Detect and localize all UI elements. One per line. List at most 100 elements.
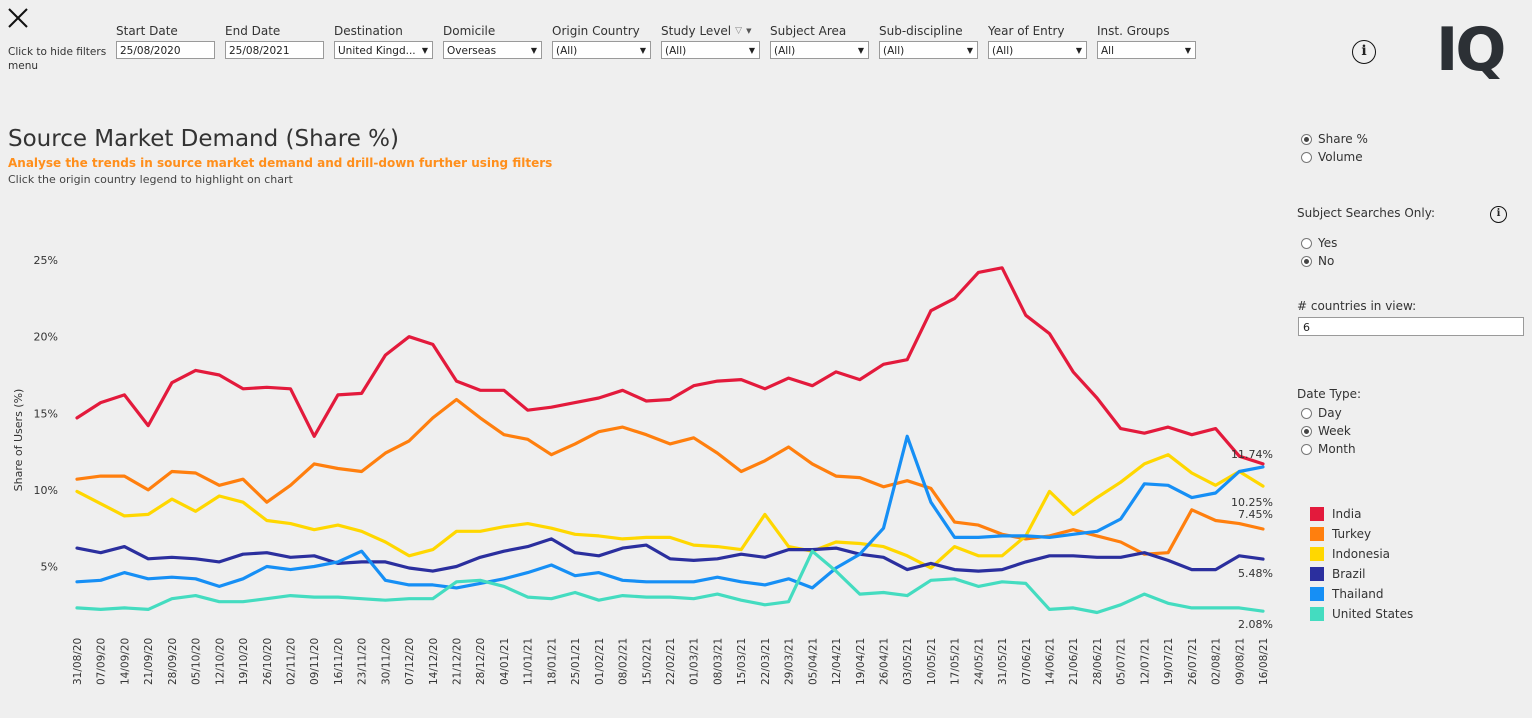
end-value-label: 7.45% — [1238, 508, 1273, 521]
series-line-india[interactable] — [75, 266, 1265, 466]
radio-day[interactable] — [1301, 407, 1312, 419]
legend-item[interactable]: United States — [1310, 607, 1413, 621]
series-line-united-states[interactable] — [75, 549, 1265, 615]
x-tick-label: 22/02/21 — [665, 638, 677, 685]
filter-origin-country: Origin Country (All) ▼ — [552, 24, 651, 59]
series-line-brazil[interactable] — [75, 537, 1265, 573]
radio-no[interactable] — [1301, 255, 1312, 267]
funnel-icon[interactable]: ▽ — [735, 26, 743, 36]
radio-week[interactable] — [1301, 425, 1312, 437]
filter-label: Start Date — [116, 24, 215, 38]
filter-subject-area: Subject Area (All) ▼ — [770, 24, 869, 59]
chevron-down-icon[interactable]: ▼ — [746, 27, 752, 35]
x-tick-label: 29/03/21 — [784, 638, 796, 685]
legend-item[interactable]: India — [1310, 507, 1361, 521]
x-tick-label: 31/08/20 — [72, 638, 84, 685]
x-tick-label: 11/01/21 — [523, 638, 535, 685]
x-tick-label: 02/08/21 — [1211, 638, 1223, 685]
series-line-turkey[interactable] — [75, 397, 1265, 556]
page-subtitle: Analyse the trends in source market dema… — [8, 156, 553, 170]
radio-volume[interactable] — [1301, 151, 1312, 163]
dropdown-arrow-icon[interactable]: ▼ — [530, 46, 537, 55]
x-tick-label: 28/09/20 — [167, 638, 179, 685]
legend-label: Turkey — [1332, 527, 1372, 541]
subject-option-no[interactable]: No — [1301, 254, 1334, 268]
countries-in-view-label: # countries in view: — [1297, 299, 1417, 313]
x-tick-label: 04/01/21 — [499, 638, 511, 685]
legend-label: United States — [1332, 607, 1414, 621]
filter-select[interactable]: (All) ▼ — [552, 41, 651, 59]
x-tick-label: 05/10/20 — [191, 638, 203, 685]
filter-select[interactable]: (All) ▼ — [770, 41, 869, 59]
filter-select[interactable]: Overseas ▼ — [443, 41, 542, 59]
filter-select[interactable]: All ▼ — [1097, 41, 1196, 59]
dropdown-arrow-icon[interactable]: ▼ — [639, 46, 646, 55]
date-input[interactable]: 25/08/2021 — [225, 41, 324, 59]
countries-in-view-input[interactable]: 6 — [1298, 317, 1524, 336]
filter-label: Domicile — [443, 24, 542, 38]
y-tick-label: 15% — [34, 407, 58, 420]
x-tick-label: 24/05/21 — [973, 638, 985, 685]
filter-value: (All) — [883, 45, 905, 57]
legend-swatch — [1310, 587, 1324, 601]
filter-select[interactable]: United Kingd... ▼ — [334, 41, 433, 59]
legend-item[interactable]: Brazil — [1310, 567, 1366, 581]
date-type-month[interactable]: Month — [1301, 442, 1356, 456]
filter-label-text: End Date — [225, 24, 281, 38]
info-icon[interactable]: i — [1352, 40, 1376, 64]
x-tick-label: 09/11/20 — [309, 638, 321, 685]
filter-label-text: Subject Area — [770, 24, 847, 38]
x-tick-label: 10/05/21 — [926, 638, 938, 685]
dropdown-arrow-icon[interactable]: ▼ — [1184, 46, 1191, 55]
x-tick-label: 31/05/21 — [997, 638, 1009, 685]
x-tick-label: 14/06/21 — [1045, 638, 1057, 685]
x-tick-label: 30/11/20 — [380, 638, 392, 685]
filter-select[interactable]: (All) ▼ — [661, 41, 760, 59]
radio-yes[interactable] — [1301, 237, 1312, 249]
measure-option-volume[interactable]: Volume — [1301, 150, 1363, 164]
dropdown-arrow-icon[interactable]: ▼ — [748, 46, 755, 55]
series-line-indonesia[interactable] — [75, 453, 1265, 570]
filter-select[interactable]: (All) ▼ — [879, 41, 978, 59]
radio-share[interactable] — [1301, 133, 1312, 145]
close-icon[interactable] — [6, 6, 32, 32]
filter-label: Sub-discipline — [879, 24, 978, 38]
date-input[interactable]: 25/08/2020 — [116, 41, 215, 59]
filter-select[interactable]: (All) ▼ — [988, 41, 1087, 59]
dropdown-arrow-icon[interactable]: ▼ — [966, 46, 973, 55]
end-value-label: 10.25% — [1231, 496, 1273, 509]
subject-option-yes[interactable]: Yes — [1301, 236, 1337, 250]
info-icon-subject[interactable]: i — [1490, 206, 1507, 223]
x-tick-label: 18/01/21 — [546, 638, 558, 685]
dropdown-arrow-icon[interactable]: ▼ — [857, 46, 864, 55]
hide-filters-text[interactable]: Click to hide filters menu — [8, 46, 107, 72]
x-tick-label: 26/10/20 — [262, 638, 274, 685]
legend-item[interactable]: Turkey — [1310, 527, 1371, 541]
measure-option-share[interactable]: Share % — [1301, 132, 1368, 146]
legend-item[interactable]: Indonesia — [1310, 547, 1390, 561]
radio-label: Day — [1318, 406, 1342, 420]
series-line-thailand[interactable] — [75, 434, 1265, 590]
end-value-label: 2.08% — [1238, 618, 1273, 631]
radio-month[interactable] — [1301, 443, 1312, 455]
filter-value: 25/08/2021 — [229, 45, 290, 57]
x-tick-label: 19/10/20 — [238, 638, 250, 685]
iq-logo: IQ — [1436, 15, 1506, 85]
date-type-day[interactable]: Day — [1301, 406, 1342, 420]
filter-domicile: Domicile Overseas ▼ — [443, 24, 542, 59]
y-tick-label: 25% — [34, 254, 58, 267]
x-tick-label: 01/03/21 — [689, 638, 701, 685]
filter-value: United Kingd... — [338, 45, 416, 57]
filter-label: Study Level ▽ ▼ — [661, 24, 760, 38]
dropdown-arrow-icon[interactable]: ▼ — [421, 46, 428, 55]
date-type-week[interactable]: Week — [1301, 424, 1351, 438]
filter-label: Origin Country — [552, 24, 651, 38]
x-tick-label: 07/06/21 — [1021, 638, 1033, 685]
x-tick-label: 25/01/21 — [570, 638, 582, 685]
legend-hint: Click the origin country legend to highl… — [8, 173, 293, 186]
x-tick-label: 22/03/21 — [760, 638, 772, 685]
dropdown-arrow-icon[interactable]: ▼ — [1075, 46, 1082, 55]
x-tick-label: 12/07/21 — [1139, 638, 1151, 685]
legend-item[interactable]: Thailand — [1310, 587, 1384, 601]
x-tick-label: 28/12/20 — [475, 638, 487, 685]
